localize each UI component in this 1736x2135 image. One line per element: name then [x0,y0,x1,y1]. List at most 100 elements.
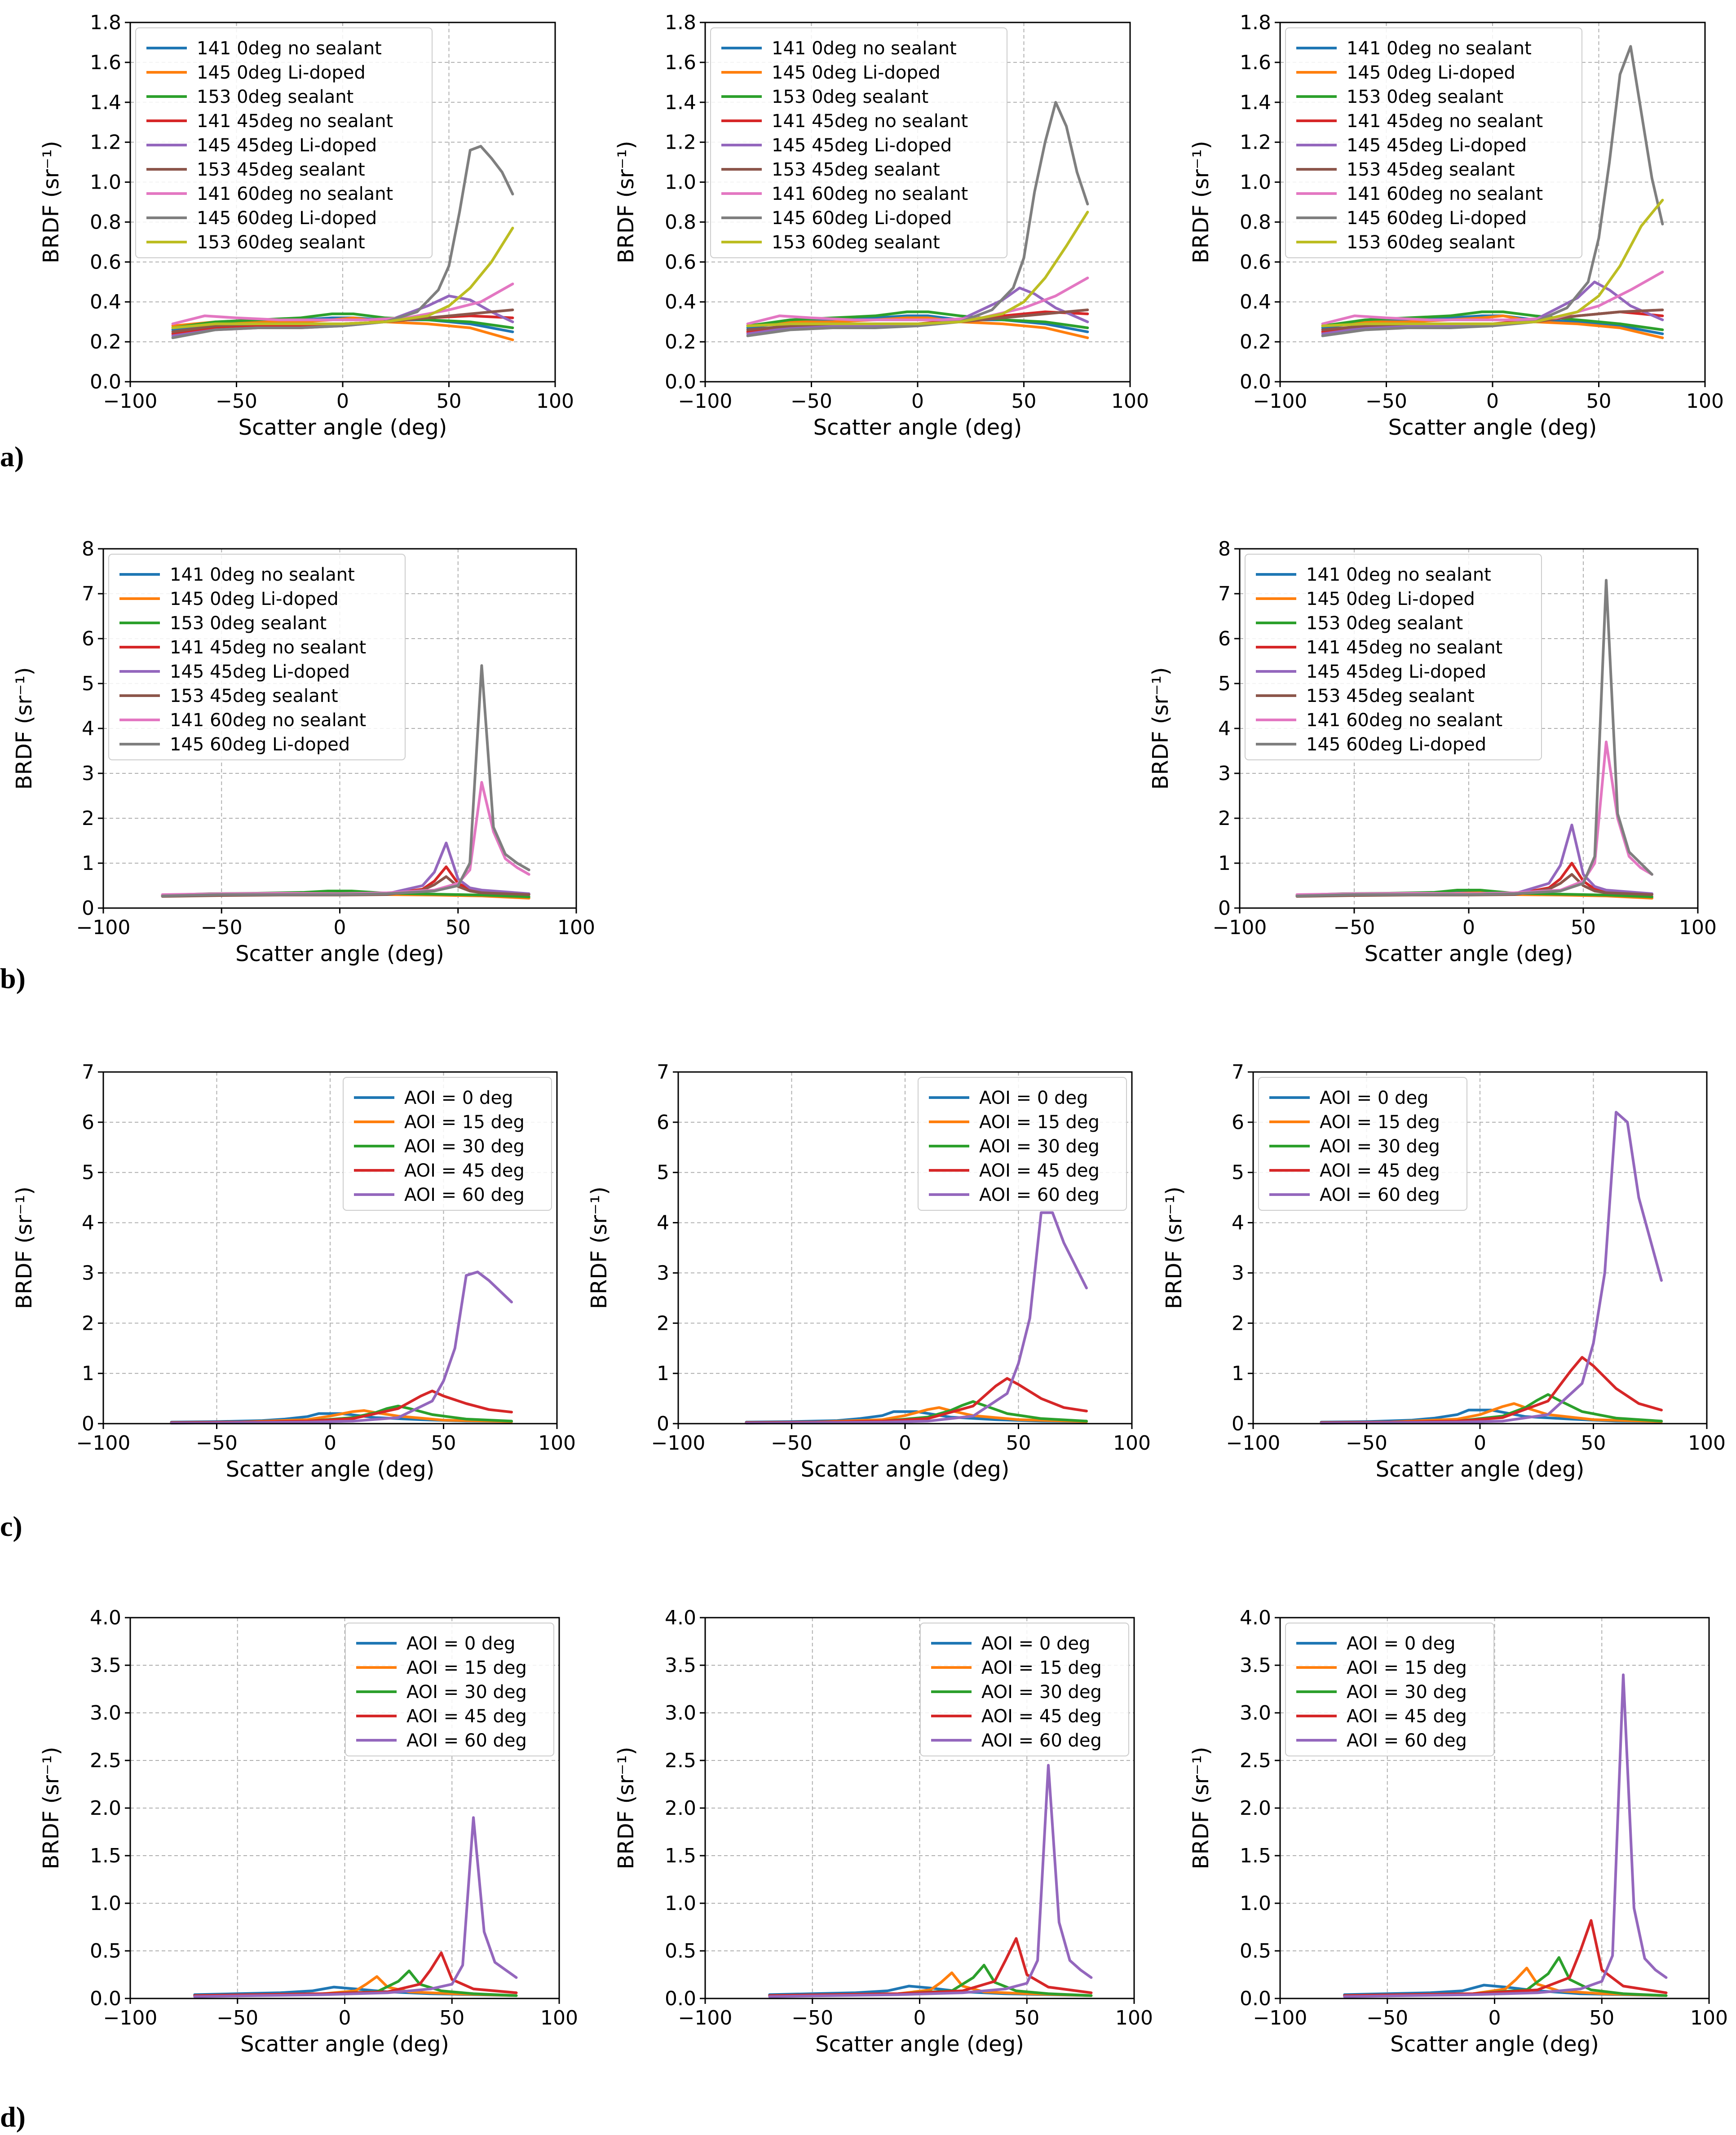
x-tick-label: 100 [1690,2007,1728,2029]
legend-entry-5: AOI = 60 deg [979,1185,1100,1205]
x-tick-label: −100 [1226,1432,1281,1455]
x-tick-label: −50 [1366,2007,1408,2029]
panels: −100 −50 0 50 1000.00.20.40.60.81.01.21.41.6… [12,11,1728,2057]
y-tick-label: 6 [1232,1111,1244,1134]
series-line-2 [1321,314,1664,340]
series-line-8 [161,664,530,897]
x-tick-label: 100 [1113,1432,1151,1455]
x-axis-label: Scatter angle (deg) [801,1457,1010,1482]
y-tick-label: 4 [1218,717,1231,740]
series-line-2 [746,316,1089,340]
y-tick-label: 0.2 [90,331,121,353]
series-line-5 [745,1211,1088,1425]
legend-entry-2: AOI = 15 deg [406,1658,527,1678]
y-tick-label: 1 [657,1362,669,1385]
x-tick-label: 0 [914,2007,926,2029]
x-tick-label: 50 [1586,390,1612,413]
chart-panel-9: −100 −50 0 50 100 0.0 0.5 1.0 1.5 2.0 2.5 3.0 3.5 4.0… [39,1606,578,2057]
legend-entry-3: 153 0deg sealant [772,87,928,107]
x-tick-label: 50 [1006,1432,1031,1455]
y-tick-label: 3.5 [665,1654,696,1677]
legend-entry-2: 145 0deg Li-doped [1347,62,1515,83]
x-tick-label: 100 [536,390,574,413]
legend: AOI = 0 deg AOI = 15 deg AOI = 30 deg AOI =… [920,1623,1129,1756]
row-label-c: c) [0,1510,22,1542]
legend-entry-9: 153 60deg sealant [197,232,365,253]
y-tick-label: 1.8 [665,11,696,34]
y-tick-label: 0.6 [1240,251,1271,273]
legend: AOI = 0 deg AOI = 15 deg AOI = 30 deg AOI =… [918,1077,1127,1211]
x-tick-label: −50 [216,390,257,413]
y-tick-label: 7 [82,1061,94,1084]
series-line-5 [768,1764,1093,1998]
legend-entry-1: 141 0deg no sealant [1306,565,1491,585]
legend-entry-1: 141 0deg no sealant [170,565,355,585]
chart-panel-6: −100 −50 0 50 100 0 1 2 3 4 5 6 7 Scatter angle (deg)… [12,1061,576,1482]
legend-entry-2: AOI = 15 deg [1347,1658,1467,1678]
y-tick-label: 0.4 [1240,291,1271,313]
legend-entry-1: 141 0deg no sealant [772,38,957,59]
legend-entry-6: 153 45deg sealant [1306,686,1475,706]
y-tick-label: 4 [1232,1212,1244,1235]
legend-entry-5: AOI = 60 deg [981,1730,1102,1751]
legend-entry-2: 145 0deg Li-doped [197,62,366,83]
y-tick-label: 5 [82,1161,94,1184]
y-tick-label: 5 [82,672,94,695]
x-tick-label: 50 [439,2007,464,2029]
x-tick-label: 0 [911,390,924,413]
x-tick-label: 50 [1012,390,1037,413]
y-tick-label: 2 [657,1312,669,1335]
legend: AOI = 0 deg AOI = 15 deg AOI = 30 deg AOI =… [345,1623,554,1756]
y-tick-label: 2.0 [665,1797,696,1820]
series-line-9 [746,211,1089,327]
series-line-9 [171,226,514,329]
legend-entry-3: AOI = 30 deg [1347,1682,1467,1703]
legend-entry-3: 153 0deg sealant [1347,87,1503,107]
legend-entry-4: AOI = 45 deg [404,1160,525,1181]
y-tick-label: 1.2 [1240,131,1271,154]
y-tick-label: 1.4 [1240,91,1271,114]
row-label-a: a) [0,441,24,472]
legend-entry-1: AOI = 0 deg [406,1633,515,1654]
chart-panel-2: −100 −50 0 50 100 0.0 0.2 0.4 0.6 0.8 1.0 1.2 1.4 1.6… [614,11,1149,440]
y-tick-label: 0.5 [1240,1940,1271,1963]
x-tick-label: 100 [557,916,595,939]
y-tick-label: 1.0 [90,1892,121,1915]
legend-box [1285,1623,1494,1756]
chart-panel-4: −100 −50 0 50 100 0 1 2 3 4 5 6 7 8 Scatter angle (deg… [12,538,595,966]
y-tick-label: 0.6 [665,251,696,273]
row-label-b: b) [0,962,26,994]
x-tick-label: 50 [1571,916,1596,939]
legend-entry-2: 145 0deg Li-doped [170,589,339,609]
series-line-5 [1320,1111,1663,1425]
y-axis-label: BRDF (sr⁻¹) [1188,141,1214,264]
y-tick-label: 5 [657,1161,669,1184]
legend: 141 0deg no sealant 145 0deg Li-doped 153 … [1245,554,1542,760]
legend-entry-5: 145 45deg Li-doped [1347,135,1527,156]
legend-entry-5: AOI = 60 deg [1320,1185,1440,1205]
legend-box [918,1077,1127,1211]
x-tick-label: 50 [431,1432,456,1455]
y-tick-label: 4 [82,717,94,740]
y-tick-label: 0.2 [665,331,696,353]
y-tick-label: 3 [657,1262,669,1284]
y-tick-label: 1 [82,1362,94,1385]
legend-entry-5: 145 45deg Li-doped [197,135,377,156]
y-tick-label: 2.0 [90,1797,121,1820]
y-tick-label: 1.2 [665,131,696,154]
y-tick-label: 3.0 [665,1702,696,1725]
x-tick-label: −50 [791,390,832,413]
legend-entry-2: AOI = 15 deg [404,1112,525,1133]
legend-entry-1: 141 0deg no sealant [1347,38,1532,59]
x-axis-label: Scatter angle (deg) [1365,941,1573,966]
y-tick-label: 2.5 [90,1749,121,1772]
y-tick-label: 1 [1232,1362,1244,1385]
y-tick-label: 1.6 [90,51,121,74]
legend-box [920,1623,1129,1756]
y-tick-label: 0.6 [90,251,121,273]
legend: 141 0deg no sealant 145 0deg Li-doped 153 … [108,554,406,760]
y-tick-label: 3 [1218,762,1231,785]
y-tick-label: 0.4 [90,291,121,313]
